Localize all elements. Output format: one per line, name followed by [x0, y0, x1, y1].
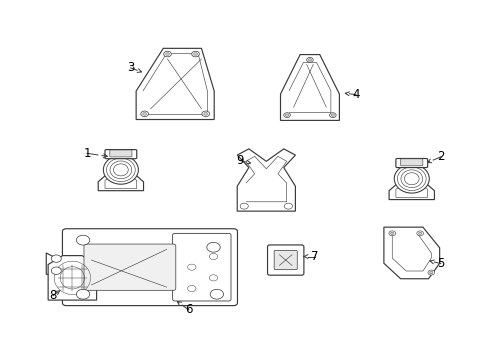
- Circle shape: [418, 232, 421, 235]
- Circle shape: [330, 114, 334, 116]
- Circle shape: [142, 112, 146, 115]
- Text: 9: 9: [235, 154, 243, 167]
- Circle shape: [191, 51, 199, 57]
- FancyBboxPatch shape: [267, 245, 303, 275]
- FancyBboxPatch shape: [400, 159, 422, 166]
- Circle shape: [308, 59, 311, 61]
- Circle shape: [202, 111, 209, 117]
- Polygon shape: [98, 176, 143, 191]
- Circle shape: [187, 264, 196, 270]
- Text: 4: 4: [351, 88, 359, 101]
- Ellipse shape: [103, 156, 138, 184]
- Polygon shape: [280, 55, 339, 120]
- FancyBboxPatch shape: [105, 150, 137, 159]
- Circle shape: [416, 231, 423, 236]
- Circle shape: [240, 203, 248, 209]
- Polygon shape: [46, 253, 66, 274]
- Circle shape: [306, 58, 313, 62]
- Circle shape: [388, 231, 395, 236]
- Circle shape: [141, 111, 148, 117]
- FancyBboxPatch shape: [172, 233, 230, 301]
- Circle shape: [210, 289, 223, 299]
- Circle shape: [427, 270, 434, 275]
- Circle shape: [429, 271, 432, 274]
- Circle shape: [203, 112, 207, 115]
- Circle shape: [206, 242, 220, 252]
- Circle shape: [285, 114, 288, 116]
- Circle shape: [390, 232, 393, 235]
- Circle shape: [209, 275, 217, 281]
- Circle shape: [163, 51, 171, 57]
- FancyBboxPatch shape: [110, 150, 132, 157]
- FancyBboxPatch shape: [395, 158, 427, 167]
- Circle shape: [193, 53, 197, 55]
- Polygon shape: [383, 227, 439, 279]
- Polygon shape: [237, 149, 295, 211]
- FancyBboxPatch shape: [274, 251, 297, 270]
- Circle shape: [165, 53, 169, 55]
- Polygon shape: [388, 185, 433, 199]
- Circle shape: [284, 203, 292, 209]
- Text: 5: 5: [436, 257, 444, 270]
- Circle shape: [76, 235, 90, 245]
- FancyBboxPatch shape: [62, 229, 237, 306]
- Circle shape: [187, 285, 196, 292]
- Circle shape: [51, 267, 61, 274]
- Circle shape: [76, 289, 90, 299]
- Circle shape: [51, 255, 61, 262]
- Text: 7: 7: [310, 250, 318, 263]
- Circle shape: [283, 113, 290, 117]
- Text: 6: 6: [184, 303, 192, 316]
- Text: 8: 8: [49, 289, 57, 302]
- Text: 1: 1: [83, 147, 90, 160]
- Text: 3: 3: [126, 62, 134, 75]
- Circle shape: [209, 253, 217, 260]
- Circle shape: [329, 113, 335, 117]
- Polygon shape: [48, 256, 97, 300]
- FancyBboxPatch shape: [84, 244, 176, 290]
- Text: 2: 2: [436, 150, 444, 163]
- Ellipse shape: [393, 165, 428, 193]
- Polygon shape: [136, 48, 214, 120]
